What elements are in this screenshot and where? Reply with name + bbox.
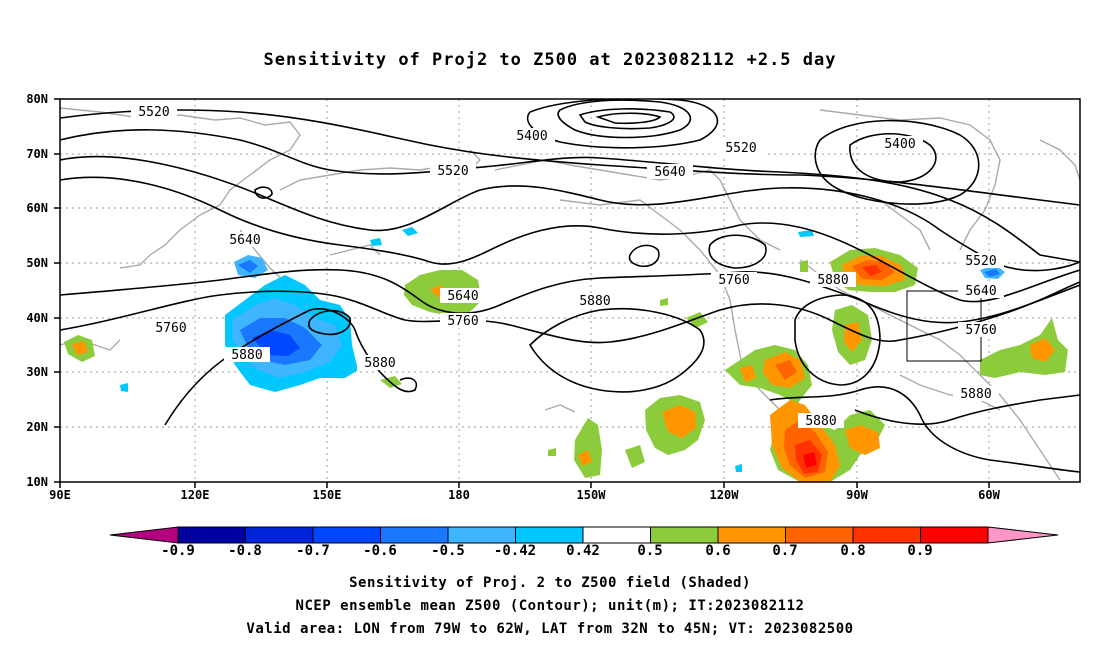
contour-label: 5760 bbox=[440, 313, 486, 329]
colorbar-swatch bbox=[312, 526, 381, 544]
colorbar bbox=[109, 526, 1059, 544]
svg-text:5880: 5880 bbox=[231, 348, 262, 363]
colorbar-label: -0.7 bbox=[296, 543, 330, 559]
colorbar-swatch bbox=[650, 526, 719, 544]
svg-text:5760: 5760 bbox=[965, 323, 996, 338]
contour-label: 5760 bbox=[711, 272, 757, 288]
contour-label: 5640 bbox=[440, 288, 486, 304]
svg-text:5760: 5760 bbox=[447, 314, 478, 329]
lon-label: 120E bbox=[180, 488, 210, 502]
colorbar-swatch bbox=[717, 526, 786, 544]
lat-label: 40N bbox=[26, 311, 48, 325]
svg-text:5760: 5760 bbox=[155, 321, 186, 336]
lat-label: 70N bbox=[26, 147, 48, 161]
contour-label: 5880 bbox=[572, 293, 618, 309]
lat-label: 20N bbox=[26, 420, 48, 434]
contour-label: 5640 bbox=[222, 232, 268, 248]
colorbar-swatch bbox=[582, 526, 651, 544]
contour-label: 5400 bbox=[877, 136, 923, 152]
svg-text:5400: 5400 bbox=[884, 137, 915, 152]
lon-label: 90E bbox=[49, 488, 71, 502]
svg-text:5520: 5520 bbox=[965, 254, 996, 269]
colorbar-label: 0.7 bbox=[772, 543, 798, 559]
contour-label: 5760 bbox=[958, 322, 1004, 338]
caption-line-2: NCEP ensemble mean Z500 (Contour); unit(… bbox=[295, 598, 805, 614]
contour-label: 5880 bbox=[798, 413, 844, 429]
lat-label: 30N bbox=[26, 365, 48, 379]
lon-label: 180 bbox=[448, 488, 470, 502]
colorbar-label: -0.8 bbox=[228, 543, 262, 559]
lon-label: 120W bbox=[709, 488, 739, 502]
colorbar-swatch bbox=[920, 526, 989, 544]
svg-text:5520: 5520 bbox=[138, 105, 169, 120]
colorbar-label: 0.8 bbox=[840, 543, 866, 559]
contour-label: 5760 bbox=[148, 320, 194, 336]
caption-line-1: Sensitivity of Proj. 2 to Z500 field (Sh… bbox=[349, 575, 751, 591]
contour-label-group: 5520 5400 5520 5400 5520 5640 5520 5640 … bbox=[131, 104, 1004, 429]
svg-text:5760: 5760 bbox=[718, 273, 749, 288]
contour-label: 5880 bbox=[810, 272, 856, 288]
svg-text:5640: 5640 bbox=[965, 284, 996, 299]
lon-label: 150W bbox=[576, 488, 606, 502]
caption-line-3: Valid area: LON from 79W to 62W, LAT fro… bbox=[246, 621, 854, 637]
svg-text:5880: 5880 bbox=[364, 356, 395, 371]
svg-text:5640: 5640 bbox=[229, 233, 260, 248]
colorbar-label: 0.9 bbox=[907, 543, 933, 559]
svg-text:5880: 5880 bbox=[579, 294, 610, 309]
colorbar-swatch bbox=[380, 526, 449, 544]
lon-label: 60W bbox=[978, 488, 1000, 502]
lon-label: 90W bbox=[846, 488, 868, 502]
svg-text:5880: 5880 bbox=[805, 414, 836, 429]
colorbar-swatch bbox=[852, 526, 921, 544]
colorbar-swatch bbox=[245, 526, 314, 544]
lat-label: 60N bbox=[26, 201, 48, 215]
negative-sensitivity-shading bbox=[120, 227, 1005, 472]
colorbar-end-high bbox=[987, 526, 1059, 544]
colorbar-label: 0.6 bbox=[705, 543, 731, 559]
contour-label: 5880 bbox=[224, 347, 270, 363]
colorbar-swatch bbox=[785, 526, 854, 544]
colorbar-label: -0.5 bbox=[431, 543, 465, 559]
colorbar-swatch bbox=[447, 526, 516, 544]
axis-ticks bbox=[54, 98, 990, 488]
lon-label: 150E bbox=[312, 488, 342, 502]
colorbar-label: -0.9 bbox=[161, 543, 195, 559]
contour-label: 5640 bbox=[958, 283, 1004, 299]
svg-text:5520: 5520 bbox=[437, 164, 468, 179]
svg-text:5400: 5400 bbox=[516, 129, 547, 144]
colorbar-label: -0.6 bbox=[363, 543, 397, 559]
svg-text:5640: 5640 bbox=[447, 289, 478, 304]
contour-label: 5880 bbox=[357, 355, 403, 371]
svg-text:5880: 5880 bbox=[817, 273, 848, 288]
lat-label: 80N bbox=[26, 92, 48, 106]
contour-label: 5520 bbox=[958, 253, 1004, 269]
contour-label: 5400 bbox=[509, 128, 555, 144]
colorbar-end-low bbox=[109, 526, 179, 544]
contour-label: 5520 bbox=[430, 163, 476, 179]
contour-label: 5640 bbox=[647, 164, 693, 180]
svg-text:5880: 5880 bbox=[960, 387, 991, 402]
contour-label: 5520 bbox=[131, 104, 177, 120]
z500-contours bbox=[60, 99, 1080, 473]
lat-label: 10N bbox=[26, 475, 48, 489]
contour-label: 5520 bbox=[718, 140, 764, 156]
colorbar-swatch bbox=[177, 526, 246, 544]
contour-label: 5880 bbox=[953, 386, 999, 402]
colorbar-label: 0.5 bbox=[637, 543, 663, 559]
map-title: Sensitivity of Proj2 to Z500 at 20230821… bbox=[263, 50, 837, 70]
colorbar-label: 0.42 bbox=[566, 543, 600, 559]
svg-text:5520: 5520 bbox=[725, 141, 756, 156]
svg-text:5640: 5640 bbox=[654, 165, 685, 180]
colorbar-swatch bbox=[515, 526, 584, 544]
lat-label: 50N bbox=[26, 256, 48, 270]
colorbar-label: -0.42 bbox=[493, 543, 537, 559]
map-frame bbox=[59, 98, 1081, 483]
